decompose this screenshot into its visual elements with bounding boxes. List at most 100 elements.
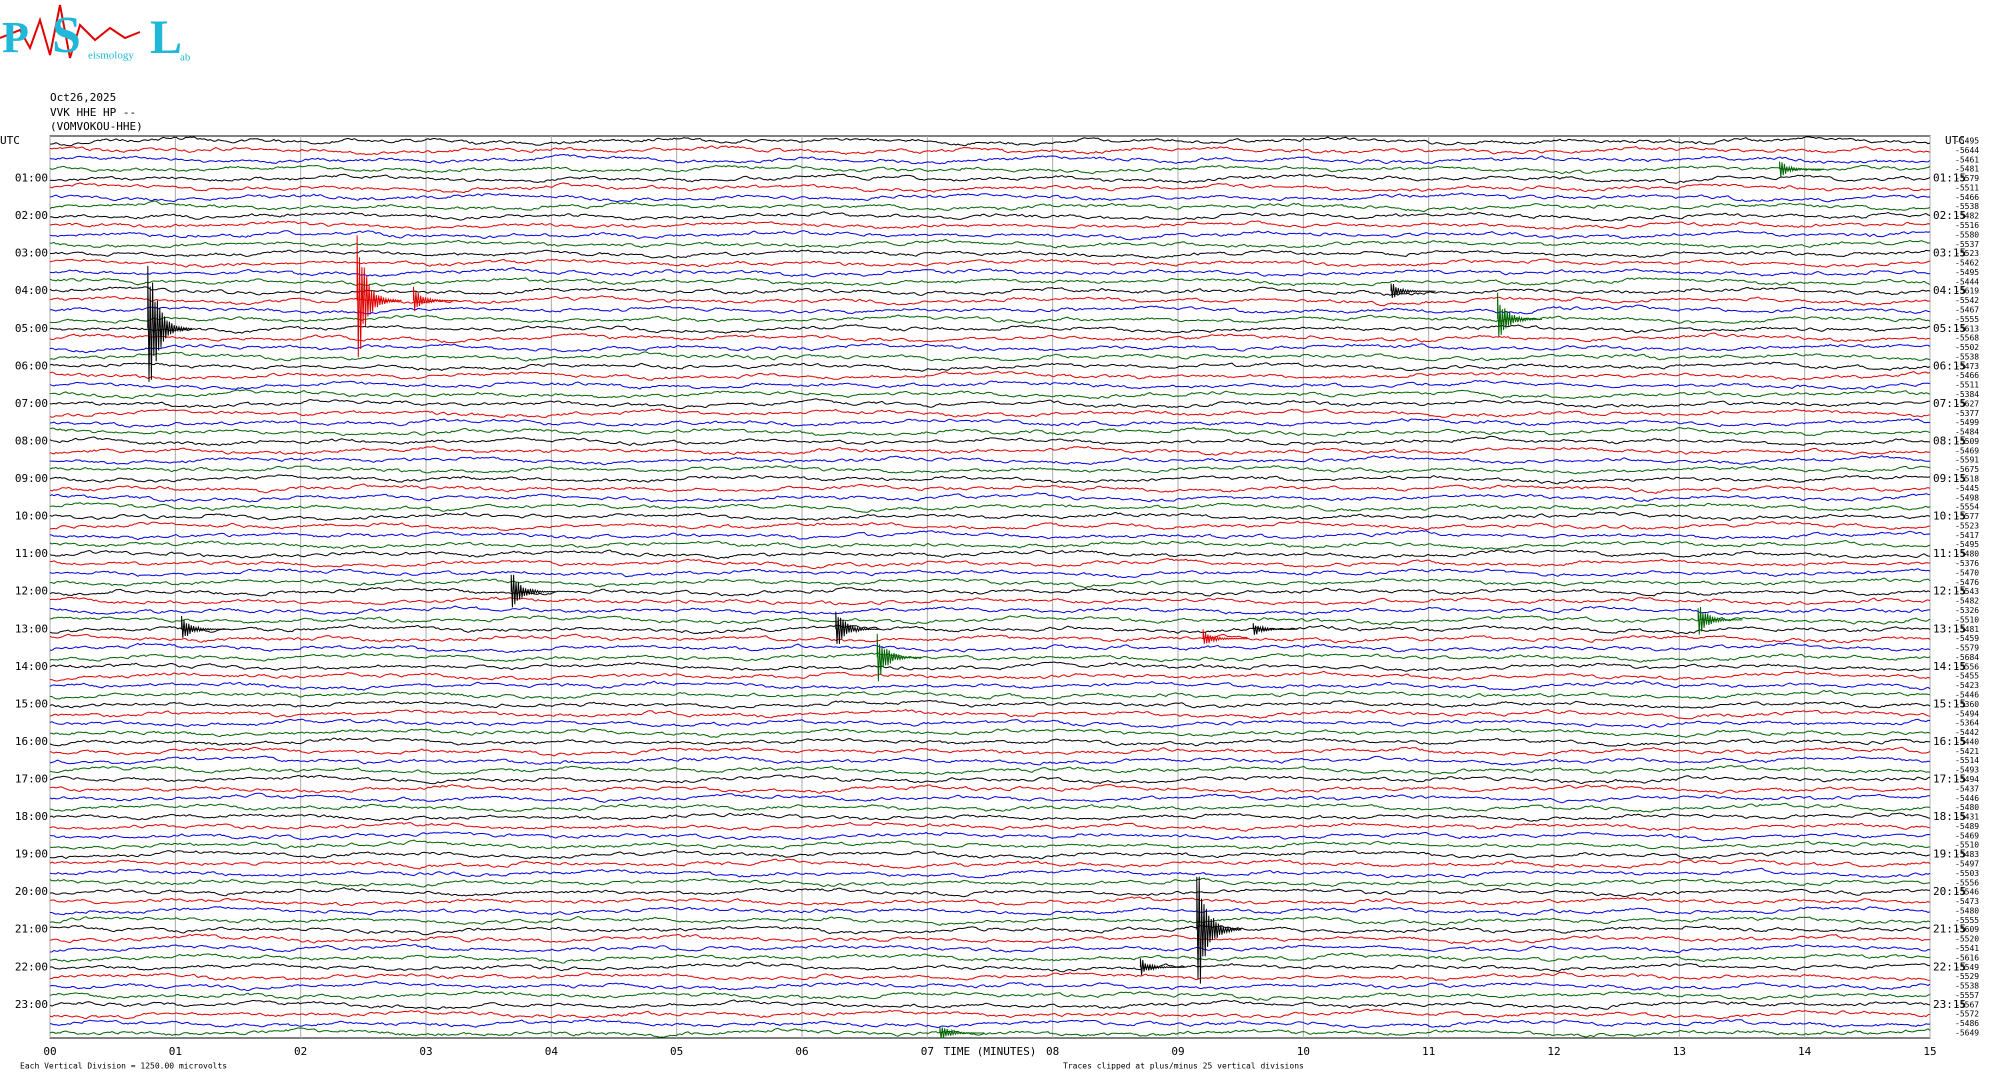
- seismic-event: [1779, 161, 1825, 177]
- x-tick-label: 09: [1171, 1045, 1184, 1058]
- trace: [49, 699, 1931, 710]
- trace: [49, 418, 1931, 428]
- hour-label-right: 14:15: [1933, 660, 1966, 673]
- hour-label-left: 18:00: [15, 810, 48, 823]
- trace: [49, 314, 1931, 324]
- hour-label-right: 19:15: [1933, 848, 1966, 861]
- trace: [50, 455, 1931, 466]
- offset-label: -5556: [1955, 878, 1979, 887]
- trace: [49, 464, 1931, 475]
- offset-label: -5440: [1955, 737, 1979, 746]
- hour-label-left: 09:00: [15, 472, 48, 485]
- offset-label: -5376: [1955, 559, 1979, 568]
- hour-label-right: 18:15: [1933, 810, 1966, 823]
- hour-label-right: 22:15: [1933, 960, 1966, 973]
- trace: [49, 220, 1931, 230]
- hour-label-right: 17:15: [1933, 772, 1966, 785]
- offset-label: -5442: [1955, 728, 1979, 737]
- trace: [49, 709, 1931, 720]
- offset-label: -5579: [1955, 644, 1979, 653]
- trace: [49, 971, 1931, 982]
- scale-note: Each Vertical Division = 1250.00 microvo…: [20, 1062, 227, 1071]
- offset-label: -5484: [1955, 428, 1979, 437]
- offset-label: -5619: [1955, 287, 1979, 296]
- hour-label-left: 13:00: [15, 622, 48, 635]
- trace: [49, 474, 1931, 485]
- trace: [49, 887, 1930, 898]
- hour-label-right: 23:15: [1933, 998, 1966, 1011]
- trace: [49, 502, 1931, 513]
- clip-note: Traces clipped at plus/minus 25 vertical…: [1063, 1062, 1304, 1071]
- x-tick-label: 12: [1547, 1045, 1560, 1058]
- hour-label-right: 12:15: [1933, 585, 1966, 598]
- offset-label: -5494: [1955, 775, 1979, 784]
- offset-label: -5538: [1955, 202, 1979, 211]
- trace: [49, 906, 1931, 917]
- hour-label-right: 16:15: [1933, 735, 1966, 748]
- trace: [50, 577, 1931, 589]
- hour-label-right: 03:15: [1933, 247, 1966, 260]
- offset-label: -5480: [1955, 803, 1979, 812]
- trace: [49, 821, 1931, 832]
- offset-label: -5461: [1955, 155, 1979, 164]
- hour-label-right: 13:15: [1933, 622, 1966, 635]
- x-tick-label: 02: [294, 1045, 307, 1058]
- trace: [49, 755, 1931, 766]
- offset-label: -5473: [1955, 897, 1979, 906]
- trace: [49, 896, 1931, 907]
- hour-label-left: 10:00: [15, 510, 48, 523]
- trace: [49, 661, 1931, 672]
- trace: [49, 943, 1931, 954]
- offset-label: -5486: [1955, 1019, 1979, 1028]
- seismic-event: [1202, 629, 1248, 644]
- seismic-event: [510, 574, 556, 608]
- trace: [50, 520, 1931, 532]
- seismic-event: [1252, 623, 1298, 635]
- offset-label: -5466: [1955, 371, 1979, 380]
- trace: [50, 295, 1931, 307]
- offset-label: -5417: [1955, 531, 1979, 540]
- trace: [49, 492, 1931, 503]
- offset-label: -5510: [1955, 615, 1979, 624]
- logo: P S L eismology ab: [0, 4, 191, 64]
- hour-label-right: 08:15: [1933, 434, 1966, 447]
- x-tick-label: 03: [419, 1045, 432, 1058]
- trace: [49, 370, 1931, 381]
- trace: [49, 783, 1931, 794]
- trace: [49, 925, 1931, 936]
- offset-label: -5580: [1955, 230, 1979, 239]
- trace: [49, 192, 1931, 203]
- offset-label: -5520: [1955, 935, 1979, 944]
- trace: [49, 136, 1931, 147]
- trace: [49, 990, 1931, 1001]
- trace: [49, 529, 1931, 541]
- trace: [49, 1008, 1931, 1020]
- offset-label: -5326: [1955, 606, 1979, 615]
- trace: [49, 182, 1931, 194]
- hour-label-right: 20:15: [1933, 885, 1966, 898]
- trace: [49, 277, 1931, 287]
- offset-label: -5364: [1955, 719, 1979, 728]
- offset-label: -5543: [1955, 587, 1979, 596]
- hour-label-right: 09:15: [1933, 472, 1966, 485]
- trace: [49, 549, 1931, 560]
- trace: [49, 164, 1931, 175]
- offset-label: -5495: [1955, 268, 1979, 277]
- hour-label-right: 05:15: [1933, 322, 1966, 335]
- offset-label: -5613: [1955, 324, 1979, 333]
- offset-label: -5480: [1955, 550, 1979, 559]
- seismic-event: [356, 235, 402, 358]
- offset-label: -5684: [1955, 653, 1979, 662]
- trace: [49, 718, 1931, 729]
- x-tick-label: 13: [1673, 1045, 1686, 1058]
- trace: [50, 249, 1931, 259]
- offset-label: -5529: [1955, 972, 1979, 981]
- x-tick-label: 06: [795, 1045, 808, 1058]
- hour-label-right: 06:15: [1933, 359, 1966, 372]
- hour-label-left: 06:00: [15, 359, 48, 372]
- seismic-event: [939, 1027, 985, 1039]
- seismic-event: [1139, 958, 1185, 976]
- hour-label-right: 15:15: [1933, 697, 1966, 710]
- offset-label: -5444: [1955, 277, 1979, 286]
